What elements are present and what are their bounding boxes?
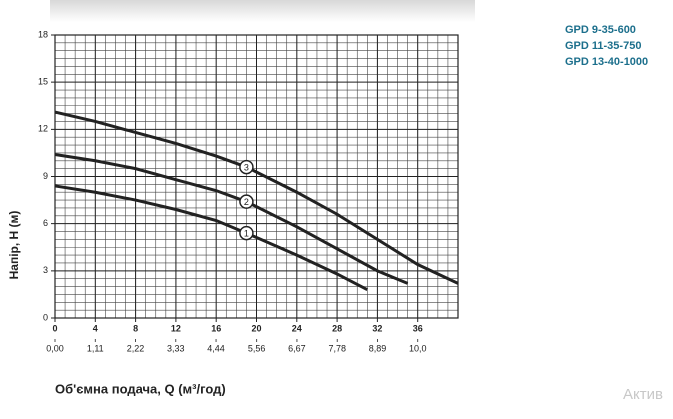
curve xyxy=(54,184,369,292)
watermark: Актив xyxy=(623,386,663,403)
curve-label: 3 xyxy=(244,162,249,172)
x-tick-label: 28 xyxy=(332,323,342,333)
x2-tick-label: 3,33 xyxy=(167,343,185,353)
x-tick-label: 36 xyxy=(413,323,423,333)
y-tick-label: 12 xyxy=(38,124,48,134)
x2-tick-label: 10,0 xyxy=(409,343,427,353)
x-tick-label: 0 xyxy=(52,323,57,333)
y-tick-label: 18 xyxy=(38,29,48,39)
x-tick-label: 20 xyxy=(251,323,261,333)
y-tick-label: 3 xyxy=(43,265,48,275)
y-axis-title: Напір, H (м) xyxy=(7,211,21,280)
legend-entry: GPD 11-35-750 xyxy=(565,40,641,52)
x-tick-label: 4 xyxy=(93,323,98,333)
curve-marker xyxy=(239,194,254,209)
y-tick-label: 0 xyxy=(43,312,48,322)
x-tick-label: 32 xyxy=(372,323,382,333)
curve-label: 2 xyxy=(244,197,249,207)
x2-tick-label: 5,56 xyxy=(248,343,266,353)
y-tick-label: 6 xyxy=(43,218,48,228)
x2-tick-label: 7,78 xyxy=(328,343,346,353)
x-tick-label: 12 xyxy=(171,323,181,333)
x-axis-title: Об'ємна подача, Q (м³/год) xyxy=(55,381,226,396)
x2-tick-label: 1,11 xyxy=(87,343,104,353)
curve-marker xyxy=(239,225,254,241)
x-tick-label: 16 xyxy=(211,323,221,333)
curve-marker xyxy=(239,159,254,175)
x2-tick-label: 6,67 xyxy=(288,343,306,353)
curve xyxy=(54,153,409,285)
plot-frame xyxy=(54,34,459,319)
curve-label: 1 xyxy=(244,228,249,238)
x-tick-label: 8 xyxy=(133,323,138,333)
x2-tick-label: 0,00 xyxy=(46,343,64,353)
x-tick-label: 24 xyxy=(292,323,302,333)
legend-entry: GPD 13-40-1000 xyxy=(565,56,648,68)
y-tick-label: 9 xyxy=(43,171,48,181)
header-shade xyxy=(50,0,475,22)
x2-tick-label: 4,44 xyxy=(207,343,225,353)
x2-tick-label: 2,22 xyxy=(127,343,145,353)
legend-entry: GPD 9-35-600 xyxy=(565,24,636,36)
y-tick-label: 15 xyxy=(38,77,48,87)
x2-tick-label: 8,89 xyxy=(369,343,387,353)
